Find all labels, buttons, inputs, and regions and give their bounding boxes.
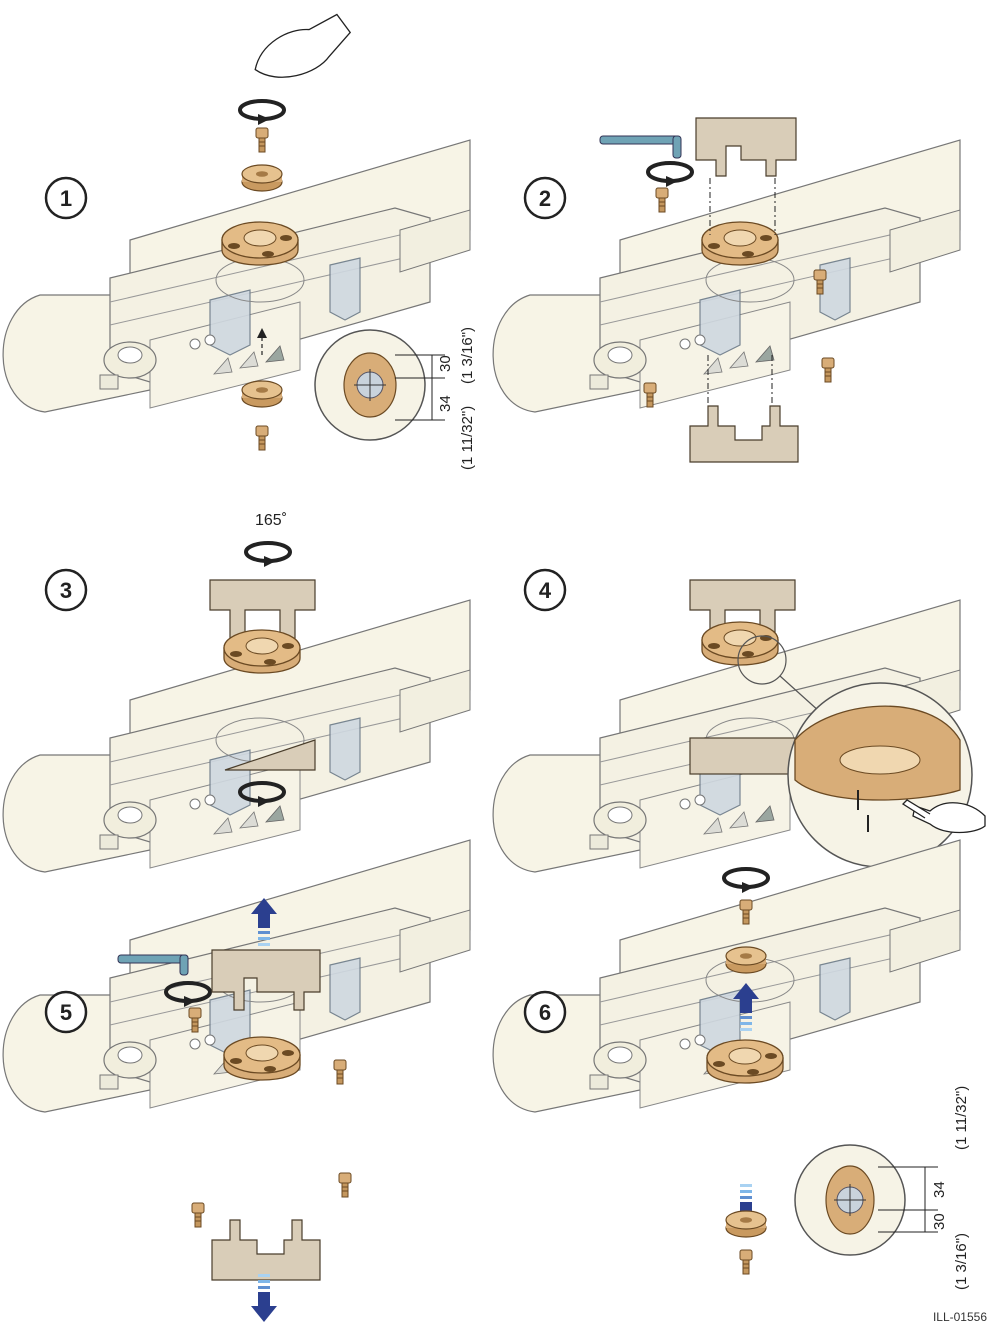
step-2-rotate-icon <box>646 161 694 189</box>
step-5-mount-icon <box>223 1036 301 1081</box>
step-2-hex-wrench-icon <box>599 135 682 159</box>
step-5-screw-low-left-icon <box>191 1202 205 1228</box>
step-3-number: 3 <box>60 578 72 603</box>
step-6-rotate-icon <box>722 867 770 895</box>
step-2-assembly <box>492 139 961 413</box>
step-1-dim-lower: 34 <box>437 395 454 412</box>
step-1-lower-cap-icon <box>241 380 283 408</box>
step-1-number: 1 <box>60 186 72 211</box>
step-1-panel: 1 30 34 (1 3/16") (1 11/32") <box>2 13 476 470</box>
step-5-arrow-down-icon <box>251 1274 277 1322</box>
step-2-lower-template <box>689 405 799 463</box>
step-5-hex-wrench-icon <box>117 954 189 976</box>
step-2-upper-template <box>695 117 797 177</box>
step-3-panel: 3 165˚ <box>2 512 471 873</box>
step-4-mount-icon <box>701 621 779 666</box>
step-6-dim-upper: 34 <box>931 1181 948 1198</box>
step-2-mount-icon <box>701 221 779 266</box>
step-1-dim-upper-in: (1 3/16") <box>459 327 476 384</box>
step-6-cap-icon <box>725 946 767 974</box>
step-2-screw-left-icon <box>655 187 669 213</box>
step-3-badge <box>44 568 88 612</box>
step-3-mount-icon <box>223 629 301 674</box>
step-1-badge <box>44 176 88 220</box>
step-4-detail-view <box>787 682 973 868</box>
step-1-dim-upper: 30 <box>437 355 454 372</box>
step-5-template-top <box>211 949 321 1011</box>
step-2-panel: 2 <box>492 117 961 463</box>
step-4-number: 4 <box>539 578 552 603</box>
step-6-dim-lower: 30 <box>931 1213 948 1230</box>
step-1-dim-lower-in: (1 11/32") <box>459 406 476 470</box>
step-2-badge <box>523 176 567 220</box>
step-6-lower-cap-icon <box>725 1210 767 1238</box>
step-6-dim-lower-in: (1 3/16") <box>953 1233 970 1290</box>
step-2-screw-low-right-icon <box>821 357 835 383</box>
step-2-number: 2 <box>539 186 551 211</box>
step-5-screw-low-right-icon <box>338 1172 352 1198</box>
step-3-rotation-label: 165˚ <box>255 512 287 529</box>
step-5-template-bottom <box>211 1219 321 1281</box>
step-6-number: 6 <box>539 1000 551 1025</box>
step-4-badge <box>523 568 567 612</box>
step-6-panel: 6 34 30 (1 11/32") (1 3/16") <box>492 839 970 1290</box>
step-6-detail-view: 34 30 (1 11/32") (1 3/16") <box>794 1086 970 1290</box>
step-1-lower-screw-icon <box>255 425 269 451</box>
illustration-code: ILL-01556 <box>932 1310 987 1324</box>
step-1-hand-icon <box>254 13 352 78</box>
step-1-detail-view: 30 34 (1 3/16") (1 11/32") <box>314 327 476 470</box>
step-5-badge <box>44 990 88 1034</box>
step-5-screw-right-icon <box>333 1059 347 1085</box>
step-4-template-top <box>689 579 796 636</box>
step-1-screw-icon <box>255 127 269 153</box>
step-4-template-bottom <box>689 737 796 775</box>
step-5-panel: 5 <box>2 839 471 1322</box>
step-3-template-top <box>209 579 316 641</box>
step-1-mount-icon <box>221 221 299 266</box>
step-6-mount-icon <box>706 1039 784 1084</box>
step-4-panel: 4 ! <box>492 568 986 916</box>
step-6-badge <box>523 990 567 1034</box>
step-3-template-bottom <box>224 739 316 771</box>
step-1-rotate-icon <box>238 99 286 127</box>
step-1-cap-icon <box>241 164 283 192</box>
step-3-rotate-top-icon <box>244 541 292 569</box>
step-6-dim-upper-in: (1 11/32") <box>953 1086 970 1150</box>
step-5-number: 5 <box>60 1000 72 1025</box>
step-6-lower-screw-icon <box>739 1249 753 1275</box>
